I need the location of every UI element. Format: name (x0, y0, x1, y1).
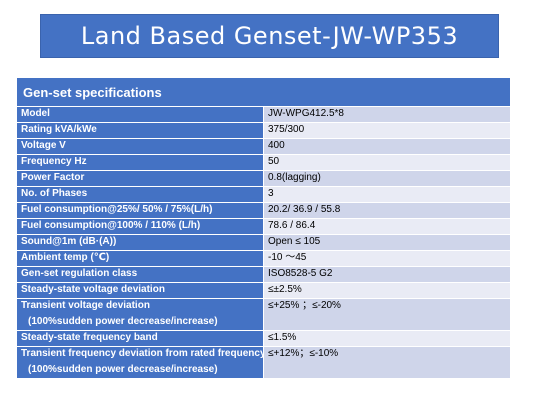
row-label: Ambient temp (℃) (16, 250, 264, 267)
table-row: Voltage V 400 (16, 138, 511, 155)
title-banner: Land Based Genset-JW-WP353 (40, 14, 499, 58)
row-value: 0.8(lagging) (263, 170, 511, 187)
row-label: Transient frequency deviation from rated… (16, 346, 264, 379)
row-value: ≤1.5% (263, 330, 511, 347)
table-row: No. of Phases 3 (16, 186, 511, 203)
table-row: Transient frequency deviation from rated… (16, 346, 511, 379)
row-label: Sound@1m (dB·(A)) (16, 234, 264, 251)
row-label: Power Factor (16, 170, 264, 187)
row-label: Steady-state frequency band (16, 330, 264, 347)
row-value: 50 (263, 154, 511, 171)
table-header: Gen-set specifications (16, 77, 511, 107)
row-label: Fuel consumption@25%/ 50% / 75%(L/h) (16, 202, 264, 219)
row-value: ≤+25% ；≤-20% (263, 298, 511, 331)
table-row: Model JW-WPG412.5*8 (16, 106, 511, 123)
row-value: 375/300 (263, 122, 511, 139)
row-label-line2: (100%sudden power decrease/increase) (28, 364, 218, 375)
row-value: ≤±2.5% (263, 282, 511, 299)
row-label: Model (16, 106, 264, 123)
row-label: Rating kVA/kWe (16, 122, 264, 139)
row-label: Gen-set regulation class (16, 266, 264, 283)
row-label-line2: (100%sudden power decrease/increase) (28, 316, 218, 327)
row-value: 20.2/ 36.9 / 55.8 (263, 202, 511, 219)
table-row: Steady-state voltage deviation ≤±2.5% (16, 282, 511, 299)
row-label: Transient voltage deviation (100%sudden … (16, 298, 264, 331)
row-label: Frequency Hz (16, 154, 264, 171)
row-label-line1: Transient voltage deviation (21, 300, 150, 311)
row-label-line1: Transient frequency deviation from rated… (21, 348, 264, 359)
table-row: Power Factor 0.8(lagging) (16, 170, 511, 187)
table-row: Fuel consumption@100% / 110% (L/h) 78.6 … (16, 218, 511, 235)
table-row: Rating kVA/kWe 375/300 (16, 122, 511, 139)
row-label: Fuel consumption@100% / 110% (L/h) (16, 218, 264, 235)
row-value: ≤+12%；≤-10% (263, 346, 511, 379)
spec-table: Gen-set specifications Model JW-WPG412.5… (16, 77, 511, 379)
table-row: Frequency Hz 50 (16, 154, 511, 171)
row-value: 400 (263, 138, 511, 155)
row-value: 78.6 / 86.4 (263, 218, 511, 235)
row-value: Open ≤ 105 (263, 234, 511, 251)
row-value: -10 ～45 (263, 250, 511, 267)
table-row: Sound@1m (dB·(A)) Open ≤ 105 (16, 234, 511, 251)
row-label: No. of Phases (16, 186, 264, 203)
table-row: Steady-state frequency band ≤1.5% (16, 330, 511, 347)
table-row: Gen-set regulation class ISO8528-5 G2 (16, 266, 511, 283)
row-label: Voltage V (16, 138, 264, 155)
row-value: 3 (263, 186, 511, 203)
page-title: Land Based Genset-JW-WP353 (80, 22, 459, 50)
row-label: Steady-state voltage deviation (16, 282, 264, 299)
table-row: Ambient temp (℃) -10 ～45 (16, 250, 511, 267)
table-header-row: Gen-set specifications (16, 77, 511, 107)
row-value: ISO8528-5 G2 (263, 266, 511, 283)
row-value: JW-WPG412.5*8 (263, 106, 511, 123)
table-row: Fuel consumption@25%/ 50% / 75%(L/h) 20.… (16, 202, 511, 219)
table-row: Transient voltage deviation (100%sudden … (16, 298, 511, 331)
